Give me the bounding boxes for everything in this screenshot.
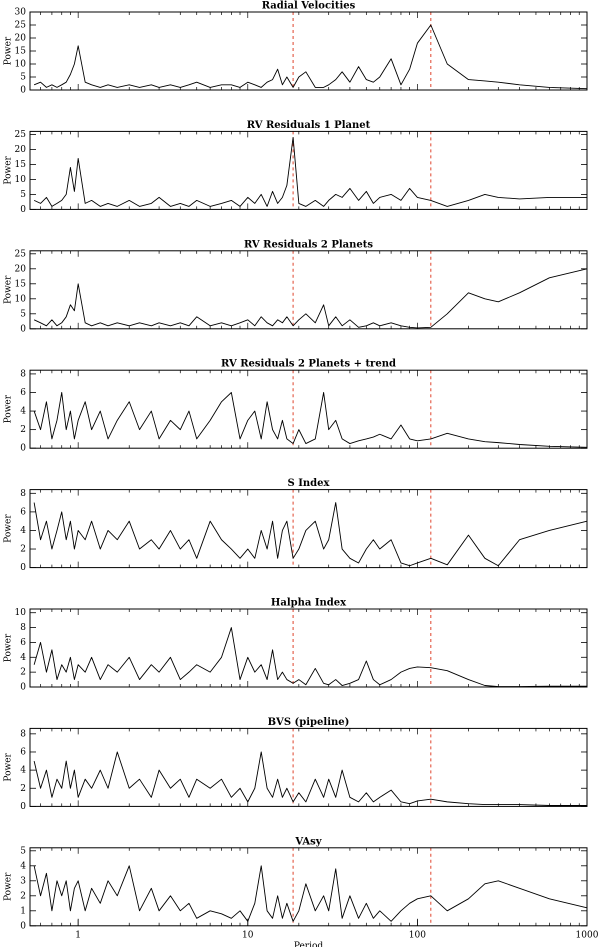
- y-tick-label: 0: [20, 444, 26, 454]
- x-axis-label: Period: [294, 941, 324, 947]
- x-tick-label: 10: [242, 930, 254, 940]
- y-tick-label: 6: [20, 747, 26, 757]
- y-axis-label: Power: [4, 275, 14, 304]
- y-tick-label: 3: [20, 876, 26, 886]
- x-tick-label: 100: [409, 930, 426, 940]
- y-tick-label: 0: [20, 683, 26, 693]
- y-tick-label: 15: [15, 279, 27, 289]
- panel-title: VAsy: [294, 836, 322, 847]
- y-tick-label: 0: [20, 563, 26, 573]
- x-tick-label: 1: [75, 930, 81, 940]
- panel: VAsy Power 1 10 100 1000 Period 0 1 2 3 4 5: [4, 836, 599, 947]
- panel-title: S Index: [288, 478, 331, 489]
- y-tick-label: 20: [15, 145, 27, 155]
- x-tick-label: 1000: [576, 930, 599, 940]
- y-tick-label: 2: [20, 891, 26, 901]
- y-axis-label: Power: [4, 514, 14, 543]
- y-tick-label: 20: [15, 264, 27, 274]
- y-tick-label: 10: [15, 60, 27, 70]
- panel: BVS (pipeline) Power 0 2 4 6 8: [4, 717, 588, 812]
- panel: Halpha Index Power 0 2 4 6 8 10: [4, 598, 588, 693]
- y-tick-label: 10: [15, 175, 27, 185]
- y-tick-label: 5: [20, 846, 26, 856]
- y-tick-label: 4: [20, 861, 26, 871]
- y-tick-label: 0: [20, 86, 26, 96]
- plot-frame: [29, 250, 588, 330]
- y-tick-label: 2: [20, 784, 26, 794]
- y-tick-label: 2: [20, 668, 26, 678]
- plot-frame: [29, 608, 588, 688]
- y-tick-label: 4: [20, 653, 26, 663]
- y-tick-label: 10: [15, 608, 27, 618]
- panel: RV Residuals 2 Planets + trend Power 0 2 4 6 8: [4, 359, 588, 454]
- y-tick-label: 8: [20, 489, 26, 499]
- y-tick-label: 2: [20, 545, 26, 555]
- y-axis-label: Power: [4, 394, 14, 423]
- panel-title: RV Residuals 2 Planets + trend: [221, 359, 396, 370]
- panel-title: RV Residuals 1 Planet: [247, 120, 371, 131]
- periodogram-line: [33, 502, 588, 567]
- y-axis-label: Power: [4, 155, 14, 184]
- plot-frame: [29, 847, 588, 927]
- periodogram-line: [33, 24, 588, 90]
- y-tick-label: 15: [15, 160, 27, 170]
- y-tick-label: 30: [15, 8, 27, 18]
- y-tick-label: 0: [20, 324, 26, 334]
- y-tick-label: 4: [20, 407, 26, 417]
- y-tick-label: 4: [20, 766, 26, 776]
- y-tick-label: 0: [20, 802, 26, 812]
- y-tick-label: 0: [20, 205, 26, 215]
- periodogram-line: [33, 268, 588, 329]
- panel: RV Residuals 1 Planet Power 0 5 10 15 20 25: [4, 120, 588, 215]
- panel-title: Halpha Index: [271, 598, 347, 609]
- periodogram-line: [33, 751, 587, 806]
- y-axis-label: Power: [4, 633, 14, 662]
- y-tick-label: 15: [15, 47, 27, 57]
- y-axis-label: Power: [4, 872, 14, 901]
- y-tick-label: 5: [20, 73, 26, 83]
- panel: RV Residuals 2 Planets Power 0 5 10 15 20 25: [4, 239, 588, 334]
- y-tick-label: 2: [20, 425, 26, 435]
- periodogram-line: [33, 627, 587, 688]
- plot-frame: [29, 369, 588, 449]
- periodogram-line: [33, 865, 588, 922]
- y-tick-label: 20: [15, 34, 27, 44]
- plot-frame: [29, 489, 588, 569]
- plot-frame: [29, 727, 588, 807]
- plot-frame: [29, 130, 588, 210]
- y-tick-label: 6: [20, 388, 26, 398]
- y-tick-label: 10: [15, 294, 27, 304]
- panel-title: BVS (pipeline): [268, 717, 350, 728]
- panel-title: RV Residuals 2 Planets: [244, 239, 373, 250]
- y-tick-label: 5: [20, 309, 26, 319]
- panel: Radial Velocities Power 0 5 10 15 20 25 30: [4, 1, 588, 96]
- panel-title: Radial Velocities: [262, 1, 356, 12]
- y-tick-label: 8: [20, 623, 26, 633]
- y-tick-label: 8: [20, 369, 26, 379]
- y-tick-label: 5: [20, 190, 26, 200]
- y-tick-label: 1: [20, 906, 26, 916]
- y-axis-label: Power: [4, 752, 14, 781]
- y-tick-label: 25: [15, 249, 27, 259]
- panel: S Index Power 0 2 4 6 8: [4, 478, 588, 573]
- periodogram-line: [33, 136, 587, 207]
- y-tick-label: 6: [20, 638, 26, 648]
- y-axis-label: Power: [4, 36, 14, 65]
- plot-frame: [29, 11, 588, 91]
- y-tick-label: 4: [20, 526, 26, 536]
- periodogram-line: [33, 392, 588, 448]
- y-tick-label: 25: [15, 130, 27, 140]
- y-tick-label: 8: [20, 729, 26, 739]
- y-tick-label: 0: [20, 921, 26, 931]
- y-tick-label: 25: [15, 21, 27, 31]
- y-tick-label: 6: [20, 507, 26, 517]
